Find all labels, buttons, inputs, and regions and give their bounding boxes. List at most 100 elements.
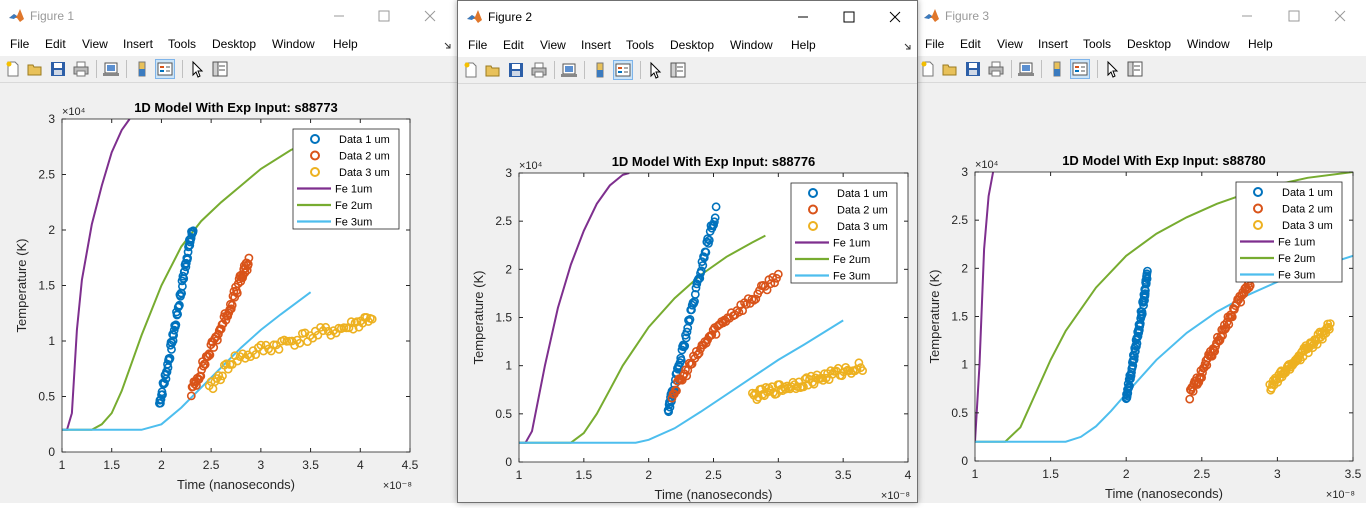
maximize-icon[interactable] [1279,4,1309,28]
scatter-point [243,259,253,269]
figure-window-3[interactable]: Figure 3 File Edit View Insert Tools Des… [915,0,1366,503]
legend-icon[interactable] [155,59,175,79]
menu-window[interactable]: Window [730,38,773,52]
title-bar[interactable]: Figure 1 [0,0,457,32]
edit-plot-arrow-icon[interactable] [646,61,664,79]
scatter-point [221,359,231,369]
scatter-point [682,327,692,337]
scatter-point [707,330,717,340]
scatter-point [196,371,206,381]
scatter-point [665,402,675,412]
close-icon[interactable] [415,4,445,28]
scatter-point [1142,266,1152,276]
x-tick-label: 1 [972,467,979,481]
y-tick-label: 1 [505,359,512,373]
save-icon[interactable] [49,60,67,78]
property-inspector-icon[interactable] [1126,60,1144,78]
legend-marker [808,188,818,198]
menu-help[interactable]: Help [791,38,816,52]
menu-file[interactable]: File [468,38,488,52]
title-bar[interactable]: Figure 2 [458,1,917,33]
scatter-point [1133,331,1143,341]
menu-edit[interactable]: Edit [960,37,981,51]
property-inspector-icon[interactable] [669,61,687,79]
menu-desktop[interactable]: Desktop [212,37,257,51]
scatter-point [858,366,867,375]
menu-view[interactable]: View [82,37,108,51]
menu-help[interactable]: Help [1248,37,1273,51]
menu-view[interactable]: View [997,37,1023,51]
y-exponent-label: ×10⁴ [62,106,86,118]
menu-edit[interactable]: Edit [45,37,66,51]
menu-edit[interactable]: Edit [503,38,524,52]
link-plot-icon[interactable] [102,60,120,78]
colorbar-icon[interactable] [133,60,151,78]
figure-window-1[interactable]: Figure 1 File Edit View Insert Tools Des… [0,0,457,503]
scatter-point [205,350,215,360]
menu-help[interactable]: Help [333,37,358,51]
menu-desktop[interactable]: Desktop [1127,37,1172,51]
print-icon[interactable] [72,60,90,78]
print-icon[interactable] [530,61,548,79]
series-line [975,172,995,442]
close-icon[interactable] [1325,4,1355,28]
y-tick-label: 0 [48,445,55,459]
new-figure-icon[interactable] [4,60,22,78]
property-inspector-icon[interactable] [211,60,229,78]
link-plot-icon[interactable] [560,61,578,79]
x-tick-label: 3 [775,468,782,482]
menu-insert[interactable]: Insert [1038,37,1069,51]
menu-window[interactable]: Window [272,37,315,51]
close-icon[interactable] [880,5,910,29]
menu-window[interactable]: Window [1187,37,1230,51]
new-figure-icon[interactable] [919,60,937,78]
open-file-icon[interactable] [484,61,502,79]
scatter-point [160,378,169,388]
open-file-icon[interactable] [26,60,44,78]
menu-tools[interactable]: Tools [168,37,197,51]
y-tick-label: 2.5 [495,214,512,228]
legend-icon[interactable] [1070,59,1090,79]
scatter-point [331,328,341,338]
y-exponent-label: ×10⁴ [519,160,543,172]
series-line [519,234,766,444]
y-tick-label: 3 [48,112,55,126]
print-icon[interactable] [987,60,1005,78]
menu-insert[interactable]: Insert [581,38,612,52]
save-icon[interactable] [507,61,525,79]
scatter-point [313,330,323,340]
dock-arrow-icon[interactable] [904,43,911,50]
menu-insert[interactable]: Insert [123,37,154,51]
maximize-icon[interactable] [369,4,399,28]
new-figure-icon[interactable] [462,61,480,79]
scatter-point [1140,289,1150,299]
background-editor-strip [0,503,1366,508]
menu-tools[interactable]: Tools [1083,37,1112,51]
minimize-icon[interactable] [324,4,354,28]
save-icon[interactable] [964,60,982,78]
link-plot-icon[interactable] [1017,60,1035,78]
maximize-icon[interactable] [834,5,864,29]
menu-desktop[interactable]: Desktop [670,38,715,52]
scatter-point [803,380,813,390]
figure-window-2[interactable]: Figure 2 File Edit View Insert Tools Des… [457,0,918,503]
dock-arrow-icon[interactable] [444,42,451,49]
minimize-icon[interactable] [788,5,818,29]
open-file-icon[interactable] [941,60,959,78]
menu-file[interactable]: File [10,37,30,51]
toolbar-separator [96,60,97,78]
minimize-icon[interactable] [1232,4,1262,28]
edit-plot-arrow-icon[interactable] [188,60,206,78]
title-bar[interactable]: Figure 3 [915,0,1366,32]
colorbar-icon[interactable] [1048,60,1066,78]
menu-view[interactable]: View [540,38,566,52]
series-line [62,140,312,431]
y-tick-label: 1.5 [951,310,968,324]
matlab-logo-icon [9,9,24,22]
menu-tools[interactable]: Tools [626,38,655,52]
menu-file[interactable]: File [925,37,945,51]
edit-plot-arrow-icon[interactable] [1103,60,1121,78]
colorbar-icon[interactable] [591,61,609,79]
legend-icon[interactable] [613,60,633,80]
legend: Data 1 um Data 2 um Data 3 um Fe 1um Fe 2um F… [1235,181,1343,283]
